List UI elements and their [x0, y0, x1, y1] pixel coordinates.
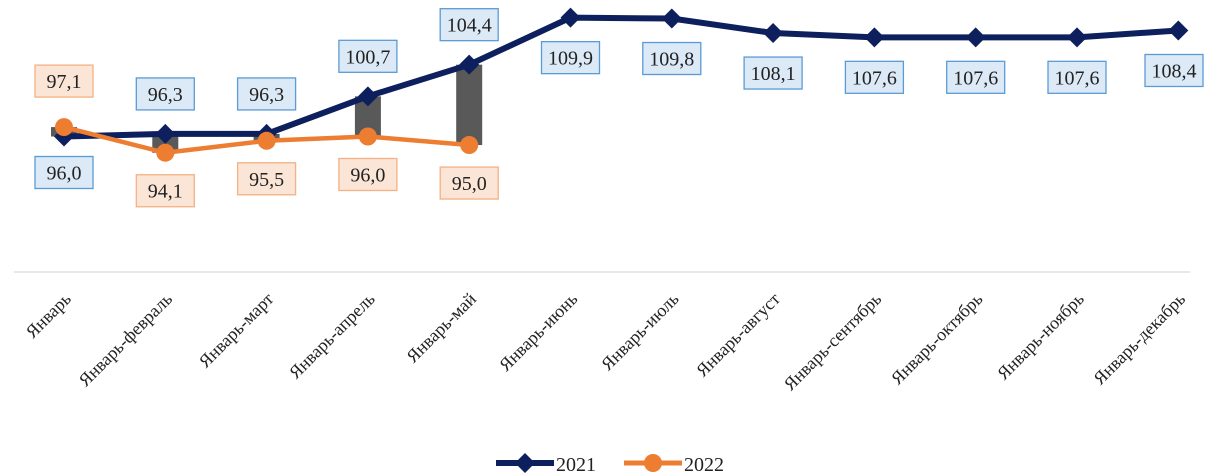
- legend-marker-2021: [515, 453, 535, 473]
- marker-2021: [1168, 20, 1189, 41]
- data-label-2021-box: [236, 77, 297, 111]
- data-label-2021: 100,7: [345, 46, 390, 68]
- x-tick-label: Январь: [22, 289, 75, 342]
- marker-2022: [156, 143, 175, 162]
- x-tick-label: Январь-июль: [597, 289, 683, 375]
- data-label-2022: 97,1: [47, 71, 82, 93]
- data-label-2021-box: [540, 41, 601, 75]
- series-lines: [61, 14, 1182, 155]
- x-tick-labels: Январь Январь-февраль Январь-март Январь-ап…: [22, 288, 1189, 394]
- marker-2022: [257, 131, 276, 150]
- data-label-2021: 107,6: [953, 67, 998, 89]
- marker-2021: [155, 123, 176, 144]
- data-label-2021: 96,3: [148, 84, 183, 106]
- x-tick-label: Январь-август: [692, 289, 784, 381]
- data-label-2022: 95,0: [452, 173, 487, 195]
- data-label-2022-box: [34, 64, 94, 98]
- marker-2021: [357, 86, 378, 107]
- data-label-2022-box: [236, 162, 297, 196]
- legend-label-2021: 2021: [556, 454, 596, 473]
- data-label-2021: 107,6: [852, 67, 897, 89]
- data-label-2022: 95,5: [249, 169, 284, 191]
- data-label-2021: 107,6: [1055, 67, 1100, 89]
- data-label-2021: 108,1: [751, 63, 796, 85]
- difference-bar: [456, 64, 483, 146]
- data-label-2021-box: [743, 56, 803, 90]
- x-tick-label: Январь-февраль: [75, 289, 177, 391]
- marker-2022: [358, 127, 377, 146]
- series-line-2021: [61, 14, 1182, 140]
- marker-2021: [560, 7, 581, 28]
- marker-2022: [460, 136, 479, 155]
- x-tick-label: Январь-июнь: [495, 289, 581, 375]
- data-label-2021: 108,4: [1152, 60, 1197, 82]
- legend-label-2022: 2022: [684, 454, 724, 473]
- data-label-2021: 104,4: [447, 15, 492, 37]
- data-label-2021-box: [1144, 53, 1204, 88]
- x-tick-label: Январь-апрель: [285, 289, 379, 383]
- x-tick-label: Январь-март: [195, 289, 278, 372]
- data-label-2021-box: [338, 39, 398, 73]
- x-tick-label: Январь-октябрь: [887, 289, 987, 389]
- data-label-2021-box: [439, 8, 499, 42]
- legend: 2021 2022: [496, 453, 724, 473]
- x-tick-label: Январь-май: [402, 288, 480, 366]
- data-label-2021: 109,8: [649, 49, 694, 71]
- data-label-2021: 109,9: [548, 48, 593, 70]
- data-label-2021-box: [34, 155, 94, 190]
- data-label-2021: 96,3: [249, 84, 284, 106]
- data-label-2021-box: [642, 41, 702, 76]
- data-label-2021-box: [844, 60, 905, 94]
- data-label-2021-box: [135, 77, 195, 111]
- marker-2021: [1067, 27, 1087, 48]
- legend-marker-2022: [644, 454, 662, 472]
- data-label-2021-box: [946, 60, 1006, 94]
- data-label-2022-box: [135, 174, 195, 208]
- marker-2021: [459, 54, 480, 75]
- marker-2021: [661, 8, 682, 29]
- marker-2021: [965, 27, 986, 48]
- marker-2021: [864, 27, 885, 48]
- data-label-2022: 96,0: [350, 165, 385, 187]
- x-tick-label: Январь-декабрь: [1089, 289, 1189, 389]
- marker-2021: [763, 23, 784, 44]
- data-label-2021-box: [1047, 60, 1107, 94]
- x-tick-label: Январь-сентябрь: [780, 289, 886, 395]
- data-label-2022-box: [338, 157, 398, 192]
- data-label-2022: 94,1: [148, 181, 183, 203]
- x-tick-label: Январь-ноябрь: [993, 289, 1088, 384]
- marker-2022: [55, 118, 73, 137]
- data-labels: 96,0 96,3 96,3 100,7 104,4 109,9 109,8 108,1 107…: [34, 8, 1204, 208]
- series-markers: [54, 7, 1189, 162]
- data-label-2021: 96,0: [47, 163, 82, 185]
- data-label-2022-box: [439, 166, 499, 200]
